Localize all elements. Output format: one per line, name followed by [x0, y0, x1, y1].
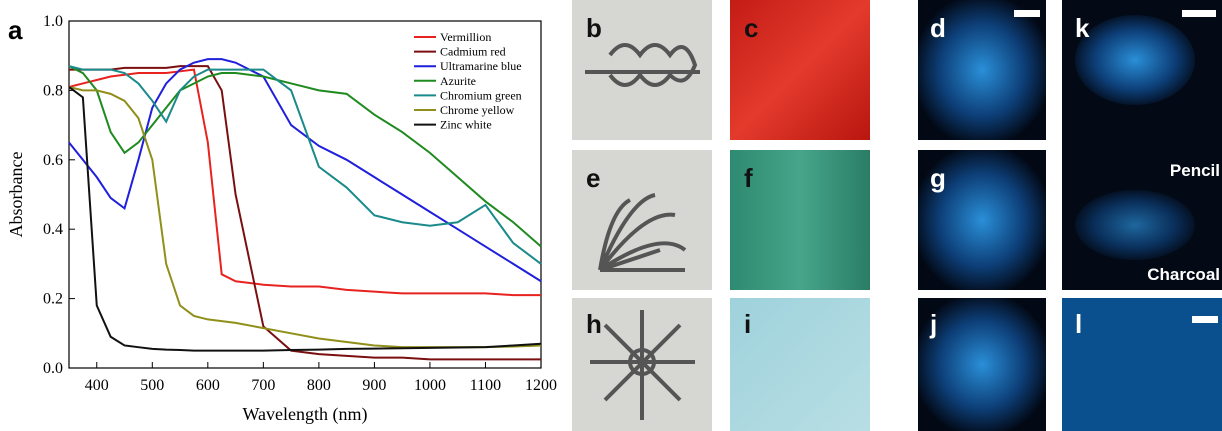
- y-tick-label: 0.2: [43, 291, 63, 308]
- x-tick-label: 900: [362, 377, 386, 394]
- scale-bar: [1182, 10, 1216, 17]
- legend-label: Chromium green: [440, 88, 522, 102]
- y-tick-label: 0.4: [43, 221, 63, 238]
- legend-label: Zinc white: [440, 118, 492, 132]
- legend-label: Vermillion: [440, 30, 491, 44]
- legend-label: Cadmium red: [440, 45, 506, 59]
- y-axis-label: Absorbance: [6, 152, 26, 238]
- x-tick-label: 400: [85, 377, 109, 394]
- panel-label: d: [930, 13, 946, 43]
- panel-label: e: [586, 163, 600, 193]
- photo: [1075, 190, 1195, 260]
- panel-label: a: [8, 15, 23, 45]
- y-tick-label: 0.6: [43, 152, 63, 169]
- image-panels: b c d k e f g h i j l Pencil Charcoal: [572, 0, 1222, 431]
- x-tick-label: 1000: [414, 377, 446, 394]
- y-tick-label: 0.8: [43, 82, 63, 99]
- legend-label: Chrome yellow: [440, 103, 515, 117]
- panel-label: g: [930, 163, 946, 193]
- legend-label: Azurite: [440, 74, 476, 88]
- photo: [1075, 15, 1195, 105]
- panel-label: f: [744, 163, 753, 193]
- panel-label: c: [744, 13, 758, 43]
- figure: 0.0 0.2 0.4 0.6 0.8 1.0 400 500 600 700 800 900 1000…: [0, 0, 1222, 431]
- y-tick-label: 0.0: [43, 360, 63, 377]
- panel-label: h: [586, 309, 602, 339]
- x-tick-label: 1100: [470, 377, 501, 394]
- panel-label: j: [929, 309, 937, 339]
- legend-label: Ultramarine blue: [440, 59, 522, 73]
- caption: Charcoal: [1147, 265, 1220, 284]
- x-tick-label: 500: [140, 377, 164, 394]
- y-tick-label: 1.0: [43, 13, 63, 30]
- panel-label: b: [586, 13, 602, 43]
- scale-bar: [1192, 316, 1218, 323]
- x-tick-label: 600: [196, 377, 220, 394]
- x-axis-label: Wavelength (nm): [242, 404, 367, 425]
- caption: Pencil: [1170, 161, 1220, 180]
- scale-bar: [1014, 10, 1040, 17]
- chart-panel: 0.0 0.2 0.4 0.6 0.8 1.0 400 500 600 700 800 900 1000…: [6, 13, 557, 425]
- x-tick-label: 800: [307, 377, 331, 394]
- panel-label: l: [1075, 309, 1082, 339]
- panel-label: i: [744, 309, 751, 339]
- x-tick-label: 700: [251, 377, 275, 394]
- x-tick-label: 1200: [525, 377, 557, 394]
- panel-label: k: [1075, 13, 1090, 43]
